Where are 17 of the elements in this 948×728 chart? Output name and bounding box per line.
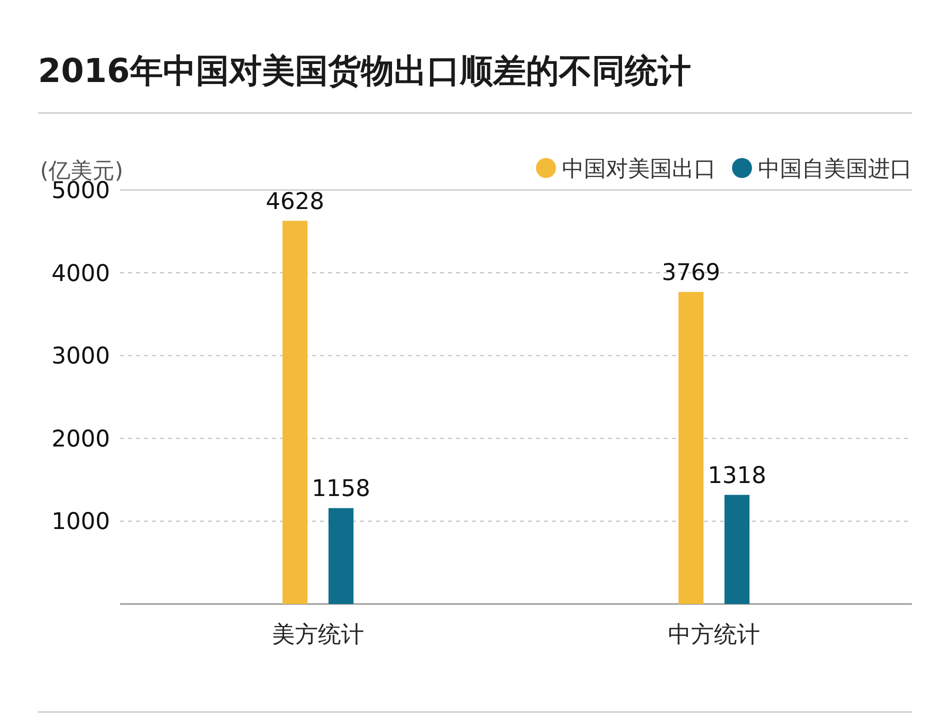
bar bbox=[678, 292, 704, 604]
data-label: 1318 bbox=[708, 462, 766, 489]
bar bbox=[724, 494, 750, 604]
legend-label: 中国对美国出口 bbox=[562, 157, 716, 182]
y-tick-label: 2000 bbox=[51, 426, 110, 452]
data-label: 3769 bbox=[662, 260, 720, 286]
data-label: 1158 bbox=[312, 476, 370, 502]
y-tick-label: 1000 bbox=[51, 509, 110, 536]
x-tick-label: 中方统计 bbox=[668, 622, 760, 648]
x-tick-label: 美方统计 bbox=[272, 622, 364, 648]
data-label: 4628 bbox=[266, 188, 324, 215]
legend-label: 中国自美国进口 bbox=[758, 157, 912, 182]
y-tick-label: 3000 bbox=[51, 344, 110, 370]
chart-title: 2016年中国对美国货物出口顺差的不同统计 bbox=[38, 51, 691, 90]
bar bbox=[282, 220, 308, 604]
y-tick-label: 4000 bbox=[51, 260, 110, 287]
bar bbox=[328, 508, 354, 604]
